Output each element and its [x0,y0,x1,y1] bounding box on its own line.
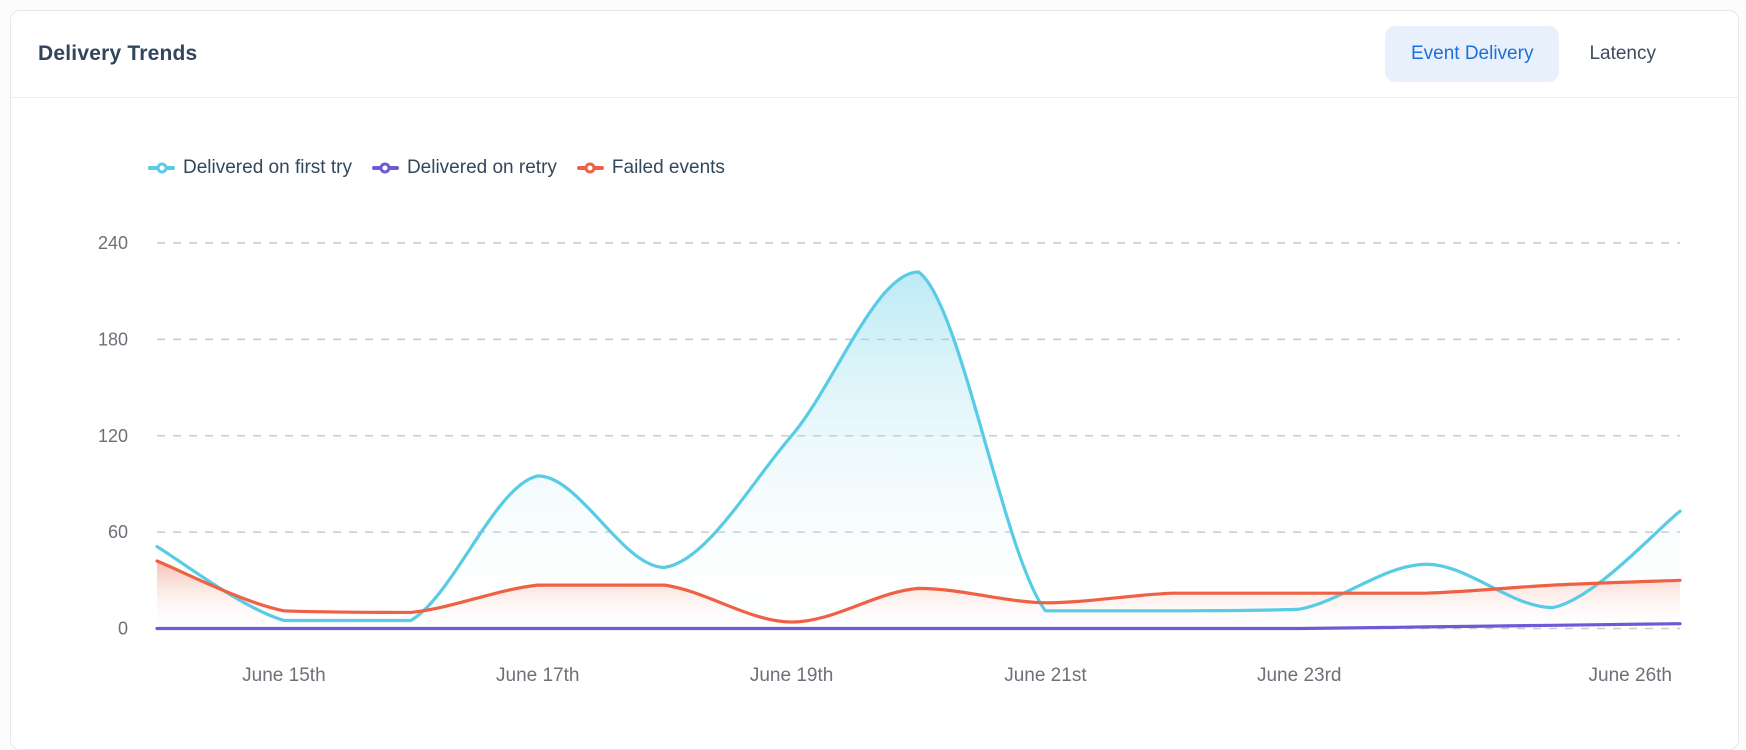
legend-item-delivered-on-first-try[interactable]: Delivered on first try [148,157,352,179]
page-title: Delivery Trends [38,42,198,65]
chart-legend: Delivered on first try Delivered on retry… [148,157,725,179]
tab-event-delivery[interactable]: Event Delivery [1384,25,1560,83]
card-header: Delivery Trends Event Delivery Latency [11,11,1738,98]
legend-item-delivered-on-retry[interactable]: Delivered on retry [371,157,557,179]
legend-item-failed-events[interactable]: Failed events [576,157,725,179]
legend-label: Delivered on retry [406,157,557,178]
legend-label: Failed events [611,157,725,178]
line-series-icon [371,162,399,174]
line-series-icon [576,162,604,174]
delivery-trends-card: Delivery Trends Event Delivery Latency D… [10,10,1739,750]
line-series-icon [148,162,175,174]
tab-group: Event Delivery Latency [1384,25,1682,83]
legend-label: Delivered on first try [183,157,352,178]
tab-latency[interactable]: Latency [1563,26,1682,83]
